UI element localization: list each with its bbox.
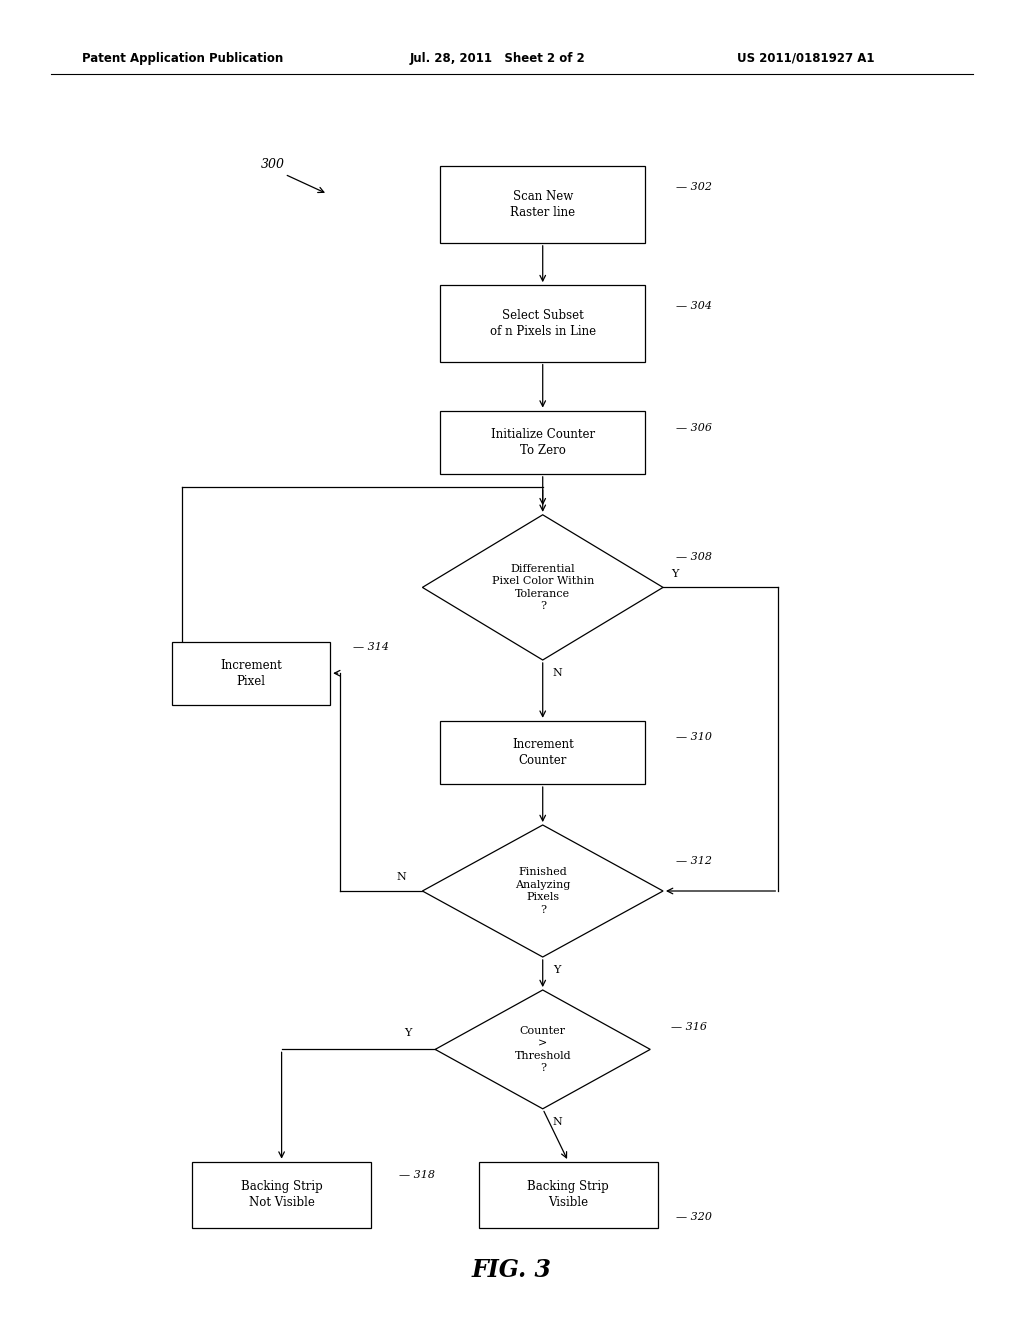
Text: Increment
Counter: Increment Counter [512, 738, 573, 767]
Text: — 310: — 310 [676, 731, 712, 742]
Bar [440, 285, 645, 362]
Text: — 316: — 316 [671, 1022, 707, 1032]
Text: Y: Y [404, 1028, 412, 1039]
Text: — 308: — 308 [676, 552, 712, 562]
Text: Increment
Pixel: Increment Pixel [220, 659, 282, 688]
Text: Jul. 28, 2011   Sheet 2 of 2: Jul. 28, 2011 Sheet 2 of 2 [410, 51, 586, 65]
Text: Initialize Counter
To Zero: Initialize Counter To Zero [490, 428, 595, 457]
Text: Scan New
Raster line: Scan New Raster line [510, 190, 575, 219]
Text: Patent Application Publication: Patent Application Publication [82, 51, 284, 65]
Text: N: N [397, 873, 407, 883]
Text: Backing Strip
Visible: Backing Strip Visible [527, 1180, 609, 1209]
Text: US 2011/0181927 A1: US 2011/0181927 A1 [737, 51, 874, 65]
Text: — 314: — 314 [353, 642, 389, 652]
Text: Finished
Analyzing
Pixels
?: Finished Analyzing Pixels ? [515, 867, 570, 915]
Text: Select Subset
of n Pixels in Line: Select Subset of n Pixels in Line [489, 309, 596, 338]
Text: — 318: — 318 [399, 1170, 435, 1180]
Text: Differential
Pixel Color Within
Tolerance
?: Differential Pixel Color Within Toleranc… [492, 564, 594, 611]
Text: — 312: — 312 [676, 855, 712, 866]
Text: Backing Strip
Not Visible: Backing Strip Not Visible [241, 1180, 323, 1209]
Text: — 302: — 302 [676, 182, 712, 193]
Bar [440, 166, 645, 243]
Text: Counter
>
Threshold
?: Counter > Threshold ? [514, 1026, 571, 1073]
Polygon shape [423, 515, 664, 660]
Text: Y: Y [672, 569, 679, 579]
Bar [193, 1162, 372, 1228]
Text: — 304: — 304 [676, 301, 712, 312]
Bar [479, 1162, 658, 1228]
Polygon shape [435, 990, 650, 1109]
Text: N: N [553, 668, 563, 678]
Text: Y: Y [553, 965, 560, 975]
Bar [171, 642, 330, 705]
Polygon shape [423, 825, 664, 957]
Text: N: N [553, 1117, 563, 1127]
Text: 300: 300 [261, 158, 285, 172]
Text: — 306: — 306 [676, 422, 712, 433]
Text: — 320: — 320 [676, 1212, 712, 1222]
Text: FIG. 3: FIG. 3 [472, 1258, 552, 1282]
Bar [440, 411, 645, 474]
Bar [440, 721, 645, 784]
